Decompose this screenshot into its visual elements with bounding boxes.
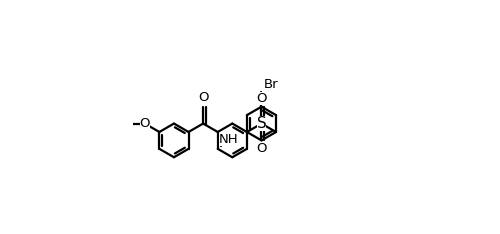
Text: O: O	[256, 142, 266, 155]
Text: NH: NH	[219, 133, 238, 146]
Text: O: O	[198, 91, 208, 104]
Text: O: O	[140, 117, 150, 130]
Text: S: S	[256, 116, 266, 131]
Text: O: O	[256, 92, 266, 105]
Text: Br: Br	[264, 78, 278, 91]
